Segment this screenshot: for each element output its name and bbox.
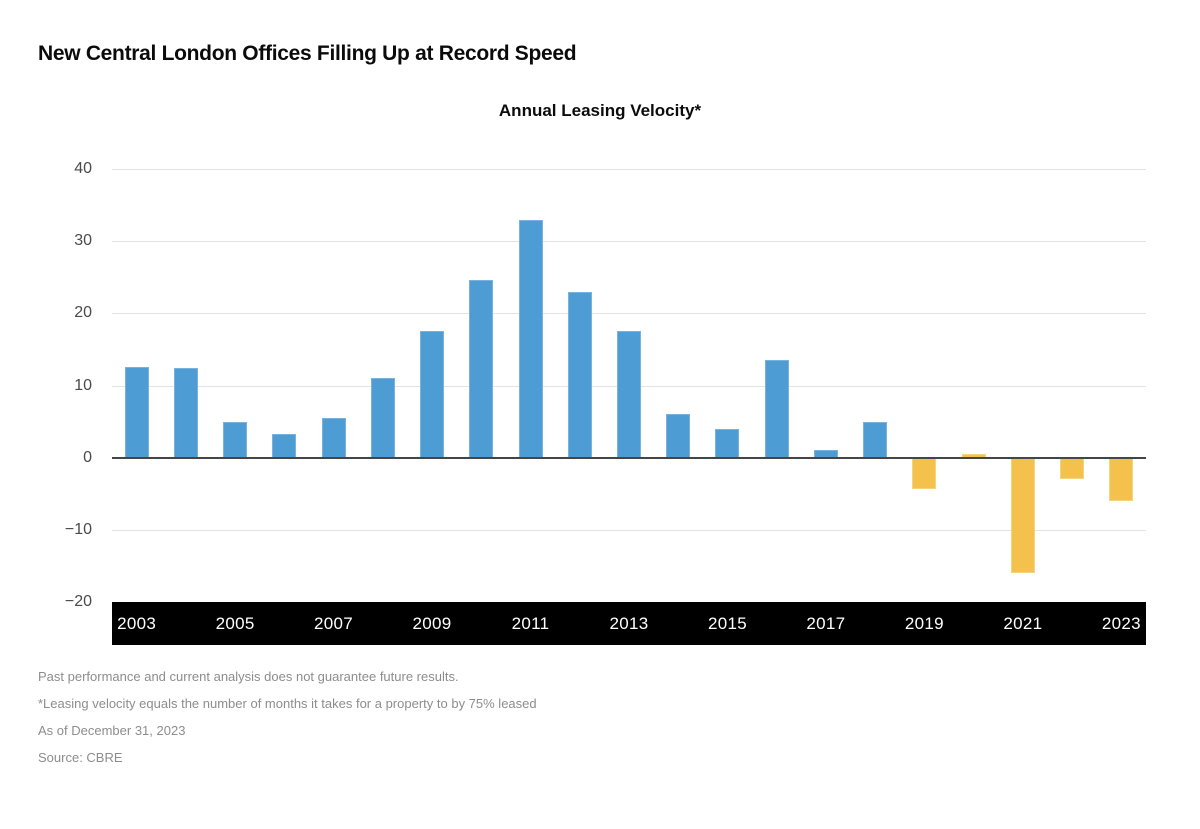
bar-2008 (370, 378, 395, 458)
bar-2019 (912, 457, 937, 490)
x-tick-label: 2021 (1003, 613, 1043, 633)
y-tick-label: 10 (74, 376, 92, 394)
x-tick-label: 2007 (314, 613, 354, 633)
gridline (112, 313, 1146, 315)
bar-2003 (124, 366, 149, 458)
x-tick-label: 2011 (511, 613, 550, 633)
gridline (112, 241, 1146, 243)
x-tick-label: 2009 (412, 613, 452, 633)
x-axis-band: 2003 2005 2007 2009 2011 2013 2015 2017 2019 2021… (112, 602, 1146, 645)
bar-2009 (420, 331, 445, 458)
x-axis-zero-line (112, 456, 1146, 459)
page-title: New Central London Offices Filling Up at… (38, 42, 577, 65)
bar-2015 (715, 428, 740, 458)
footnote-as-of-date: As of December 31, 2023 (38, 723, 186, 738)
x-tick-label: 2003 (117, 613, 157, 633)
bar-2004 (173, 368, 198, 458)
gridline (112, 169, 1146, 170)
x-tick-label: 2015 (707, 613, 747, 633)
x-tick-label: 2005 (215, 613, 255, 633)
x-tick-label: 2019 (904, 613, 944, 633)
y-tick-label: −10 (64, 520, 92, 538)
y-tick-label: −20 (64, 593, 92, 610)
chart-subtitle: Annual Leasing Velocity* (498, 101, 702, 120)
x-tick-label: 2013 (609, 613, 649, 633)
footnote-definition: *Leasing velocity equals the number of m… (38, 696, 537, 711)
bar-2013 (617, 331, 641, 458)
y-tick-label: 30 (74, 232, 92, 250)
x-tick-label: 2023 (1101, 613, 1141, 633)
footnote-disclaimer: Past performance and current analysis do… (38, 669, 459, 684)
x-tick-label: 2017 (806, 613, 846, 633)
y-tick-label: 40 (74, 160, 92, 177)
y-tick-label: 20 (74, 304, 92, 322)
bar-2021 (1010, 457, 1035, 574)
bar-2006 (272, 433, 297, 458)
bar-2010 (469, 280, 494, 458)
bar-2012 (567, 291, 592, 458)
bar-2018 (863, 421, 888, 458)
footnote-source: Source: CBRE (38, 750, 123, 765)
bar-2016 (764, 359, 789, 458)
gridline (112, 529, 1146, 531)
bar-2005 (223, 421, 248, 458)
bar-2011 (518, 219, 543, 458)
bar-2007 (321, 417, 346, 458)
bar-2023 (1109, 457, 1134, 501)
footnotes: Past performance and current analysis do… (38, 663, 537, 771)
bar-2022 (1060, 457, 1085, 480)
y-tick-label: 0 (83, 448, 92, 466)
bar-2014 (666, 414, 691, 458)
